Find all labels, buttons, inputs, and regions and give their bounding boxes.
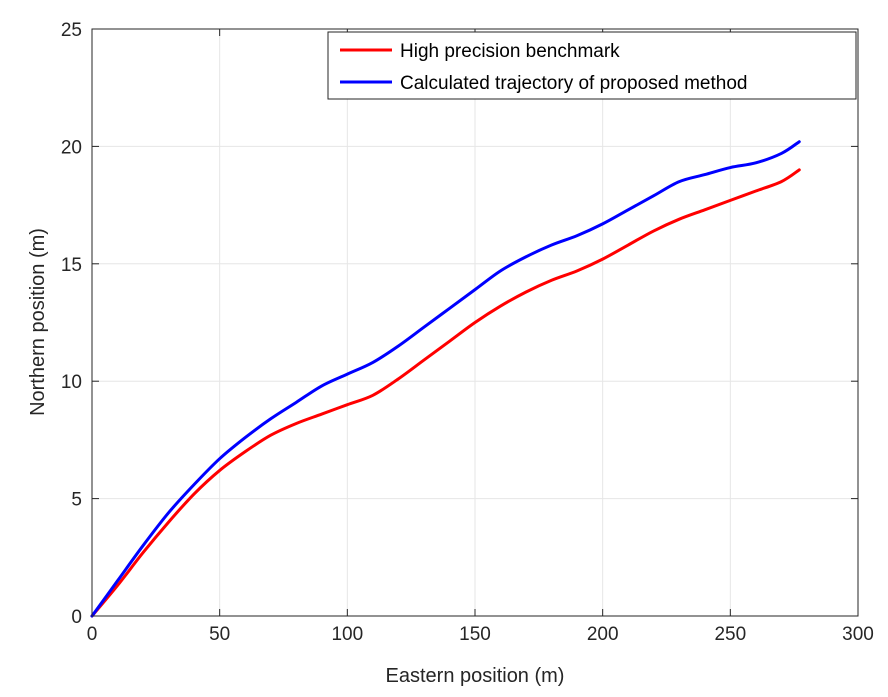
x-tick-label: 250 xyxy=(714,624,746,645)
legend-label-calculated-trajectory: Calculated trajectory of proposed method xyxy=(400,73,747,94)
y-tick-labels: 0 5 10 15 20 25 xyxy=(61,20,82,628)
x-tick-label: 0 xyxy=(87,624,98,645)
y-axis-label: Northern position (m) xyxy=(27,228,49,416)
y-tick-label: 20 xyxy=(61,137,82,158)
series-line-calculated-trajectory xyxy=(90,140,801,618)
x-tick-labels: 0 50 100 150 200 250 300 xyxy=(87,624,874,645)
x-axis-label: Eastern position (m) xyxy=(386,665,565,687)
legend-box xyxy=(327,31,857,100)
y-tick-label: 10 xyxy=(61,372,82,393)
y-tick-label: 0 xyxy=(71,607,82,628)
series-layer xyxy=(90,140,801,618)
x-tick-label: 300 xyxy=(842,624,874,645)
x-tick-label: 100 xyxy=(331,624,363,645)
y-tick-label: 15 xyxy=(61,255,82,276)
x-tick-label: 50 xyxy=(209,624,230,645)
y-tick-label: 25 xyxy=(61,20,82,41)
x-tick-label: 150 xyxy=(459,624,491,645)
series-line-high-precision-benchmark xyxy=(90,168,801,618)
legend-label-high-precision-benchmark: High precision benchmark xyxy=(400,41,620,62)
legend: High precision benchmark Calculated traj… xyxy=(327,31,857,100)
y-tick-label: 5 xyxy=(71,490,82,511)
x-tick-label: 200 xyxy=(587,624,619,645)
